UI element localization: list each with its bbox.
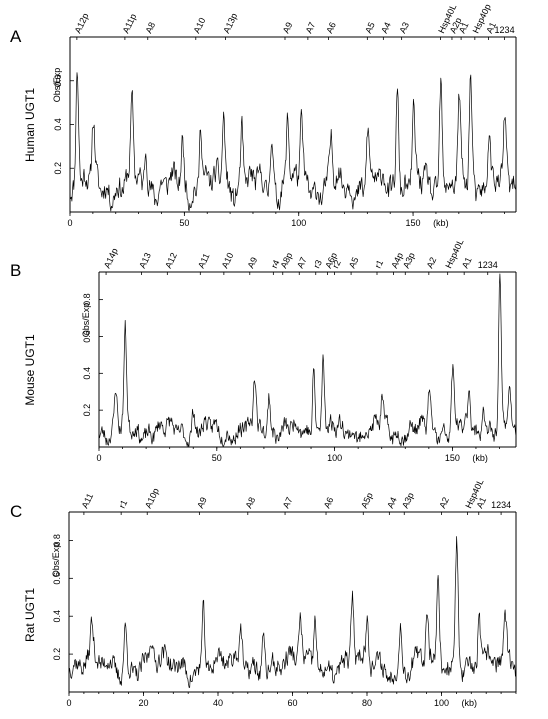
gene-label: A5 <box>363 21 377 35</box>
gene-label: A9 <box>281 21 295 35</box>
gene-label: A1 <box>460 256 474 270</box>
obs-exp-series-line <box>69 72 517 212</box>
x-tick-label: 50 <box>179 218 189 228</box>
gene-label: A8p <box>279 251 295 270</box>
gene-label: A2 <box>425 256 439 270</box>
gene-label: A4 <box>379 21 393 35</box>
gene-label: A4 <box>385 496 399 510</box>
x-tick-label: 150 <box>445 453 460 463</box>
gene-label: A5p <box>359 491 375 510</box>
gene-label: A14p <box>102 247 120 270</box>
gene-label: r2 <box>330 258 342 269</box>
gene-label: A10 <box>192 16 208 35</box>
y-tick-label: 0.8 <box>52 534 62 547</box>
gene-label: A7 <box>281 496 295 510</box>
obs-exp-series-line <box>98 273 517 447</box>
x-tick-label: 60 <box>287 698 297 708</box>
x-tick-label: 100 <box>327 453 342 463</box>
gene-label: A8 <box>244 496 258 510</box>
gene-label: A9 <box>195 496 209 510</box>
y-tick-label: 0.4 <box>53 118 63 131</box>
y-tick-label: 0.2 <box>53 162 63 175</box>
gene-label: A3p <box>401 251 417 270</box>
panel-letter: C <box>10 502 22 521</box>
gene-label: A2 <box>437 496 451 510</box>
y-tick-label: 0.2 <box>82 404 92 417</box>
x-tick-label: 20 <box>138 698 148 708</box>
gene-label: A12p <box>73 12 91 35</box>
gene-label: A10 <box>220 251 236 270</box>
gene-label: A11 <box>196 252 212 270</box>
gene-label: A3 <box>397 21 411 35</box>
gene-label: A5 <box>347 256 361 270</box>
gene-label: 1234 <box>495 25 515 35</box>
gene-label: r3 <box>311 258 323 269</box>
x-tick-label: 0 <box>96 453 101 463</box>
y-axis-label: Obs/Exp <box>52 68 62 103</box>
gene-label: r1 <box>373 258 385 269</box>
x-tick-label: 40 <box>213 698 223 708</box>
gene-label: A8 <box>144 21 158 35</box>
x-tick-label: 100 <box>434 698 449 708</box>
species-label: Human UGT1 <box>23 88 37 162</box>
y-tick-label: 0.8 <box>82 293 92 306</box>
gene-label: A1 <box>484 21 498 35</box>
y-tick-label: 0.2 <box>52 648 62 661</box>
gene-label: A7 <box>304 21 318 35</box>
panel-letter: B <box>10 261 21 280</box>
x-tick-label: 50 <box>212 453 222 463</box>
x-tick-label: 80 <box>362 698 372 708</box>
species-label: Mouse UGT1 <box>23 334 37 406</box>
y-axis-label: Obs/Exp <box>51 543 61 578</box>
x-tick-label: 0 <box>67 218 72 228</box>
gene-label: A10p <box>143 487 161 510</box>
panel-letter: A <box>10 27 22 46</box>
x-tick-label: 150 <box>406 218 421 228</box>
y-tick-label: 0.6 <box>53 74 63 87</box>
gene-label: A6 <box>324 21 338 35</box>
chart-panel-b: B Mouse UGT1 Obs/Exp 0.2 0.4 0.6 0.8 0 50 100 150 (… <box>10 237 517 463</box>
x-tick-label: 100 <box>291 218 306 228</box>
gene-label: r4 <box>269 258 281 269</box>
gene-label: A13p <box>221 12 239 35</box>
gene-label: A1 <box>457 21 471 35</box>
gene-label: 1234 <box>478 260 498 270</box>
gene-label: A11 <box>80 492 96 510</box>
species-label: Rat UGT1 <box>23 588 37 642</box>
y-tick-label: 0.4 <box>82 367 92 380</box>
gene-label: A6 <box>322 496 336 510</box>
gene-label: A7 <box>295 256 309 270</box>
y-tick-label: 0.4 <box>52 610 62 623</box>
chart-panel-a: A Human UGT1 Obs/Exp 0.2 0.4 0.6 0 50 100 150 (kb)… <box>10 2 517 228</box>
gene-label: A13 <box>137 251 153 270</box>
gene-label: A3p <box>400 491 416 510</box>
y-tick-label: 0.6 <box>52 572 62 585</box>
x-unit-label: (kb) <box>462 698 478 708</box>
x-unit-label: (kb) <box>472 453 488 463</box>
gene-label: 1234 <box>491 500 511 510</box>
gene-label: A9 <box>246 256 260 270</box>
gene-label: r1 <box>117 498 129 509</box>
obs-exp-series-line <box>68 536 517 688</box>
gene-label: A1 <box>474 496 488 510</box>
x-unit-label: (kb) <box>433 218 449 228</box>
y-axis-label: Obs/Exp <box>81 303 91 338</box>
y-tick-label: 0.6 <box>82 330 92 343</box>
chart-panel-c: C Rat UGT1 Obs/Exp 0.2 0.4 0.6 0.8 0 20 40 60 80 100… <box>10 477 517 708</box>
x-tick-label: 0 <box>66 698 71 708</box>
gene-label: A11p <box>121 12 139 35</box>
gene-label: A12 <box>163 251 179 270</box>
